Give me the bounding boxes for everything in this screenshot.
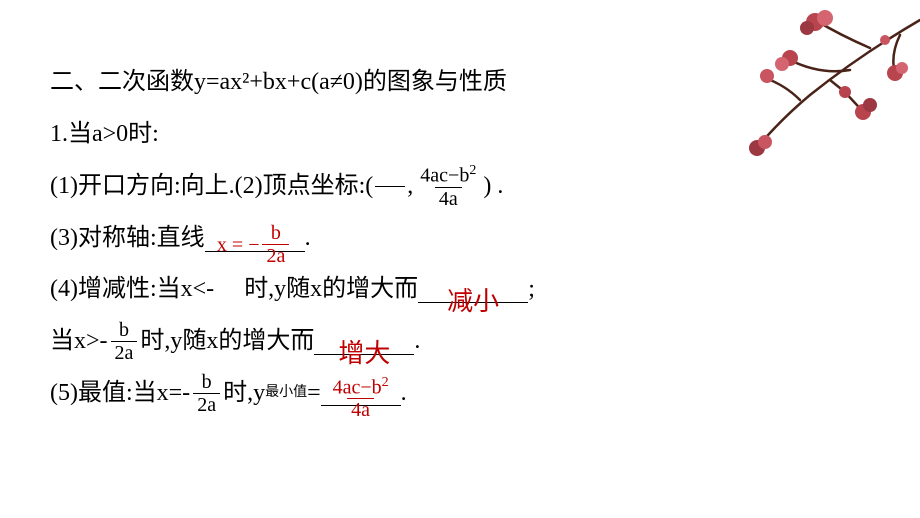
vertex-num: 4ac−b <box>420 165 469 187</box>
axis-frac: b 2a <box>262 222 289 267</box>
p1-d: ) . <box>483 164 503 210</box>
condition-line: 1.当a>0时: <box>50 112 870 158</box>
axis-den: 2a <box>262 244 289 267</box>
axis-num: b <box>267 222 285 244</box>
p6-c: = <box>307 371 321 417</box>
p3-a: (3)对称轴:直线 <box>50 216 205 262</box>
p1-a: (1)开口方向:向上.(2)顶点坐标:( <box>50 164 373 210</box>
p4-b: 时,y随x的增大而 <box>244 267 418 313</box>
axis-answer: x = − b 2a <box>217 222 292 267</box>
item-4b: 当x>- b 2a 时,y随x的增大而 增大 . <box>50 319 870 365</box>
p6-b: 时,y <box>223 371 265 417</box>
p6-a: (5)最值:当x=- <box>50 371 190 417</box>
title-text: 二、二次函数y=ax²+bx+c(a≠0)的图象与性质 <box>50 60 507 106</box>
p6-d: . <box>401 371 407 417</box>
p4-a: (4)增减性:当x<- <box>50 267 214 313</box>
p6-sub: 最小值 <box>265 380 307 407</box>
item-3: (3)对称轴:直线 x = − b 2a . <box>50 216 870 262</box>
half-den-2: 2a <box>193 393 220 416</box>
min-blank: 4ac−b2 4a <box>321 380 401 406</box>
p4-c: ; <box>528 267 535 313</box>
item-4: (4)增减性:当x<- 时,y随x的增大而 减小 ; <box>50 267 870 313</box>
half-frac-1: b 2a <box>111 319 138 364</box>
p5-b: 时,y随x的增大而 <box>140 319 314 365</box>
ans5-blank: 增大 <box>314 329 414 355</box>
axis-blank: x = − b 2a <box>205 226 305 252</box>
p3-b: . <box>305 216 311 262</box>
axis-eq: x = − <box>217 226 260 264</box>
item-5: (5)最值:当x=- b 2a 时,y 最小值 = 4ac−b2 4a . <box>50 371 870 417</box>
condition-text: 1.当a>0时: <box>50 112 159 158</box>
half-num-1: b <box>115 319 133 341</box>
min-frac: 4ac−b2 4a <box>329 375 393 422</box>
section-title: 二、二次函数y=ax²+bx+c(a≠0)的图象与性质 <box>50 60 870 106</box>
p5-c: . <box>414 319 420 365</box>
content-area: 二、二次函数y=ax²+bx+c(a≠0)的图象与性质 1.当a>0时: (1)… <box>0 0 920 452</box>
vertex-x-blank <box>375 186 405 187</box>
ans4-blank: 减小 <box>418 277 528 303</box>
half-den-1: 2a <box>111 341 138 364</box>
p1-c: , <box>407 164 413 210</box>
p5-a: 当x>- <box>50 319 108 365</box>
vertex-den: 4a <box>435 187 462 210</box>
half-frac-2: b 2a <box>193 371 220 416</box>
half-num-2: b <box>198 371 216 393</box>
min-den: 4a <box>347 398 374 421</box>
vertex-y-fraction: 4ac−b2 4a <box>416 163 480 210</box>
min-num: 4ac−b <box>333 376 382 398</box>
item-1-2: (1)开口方向:向上.(2)顶点坐标:( , 4ac−b2 4a ) . <box>50 163 870 210</box>
